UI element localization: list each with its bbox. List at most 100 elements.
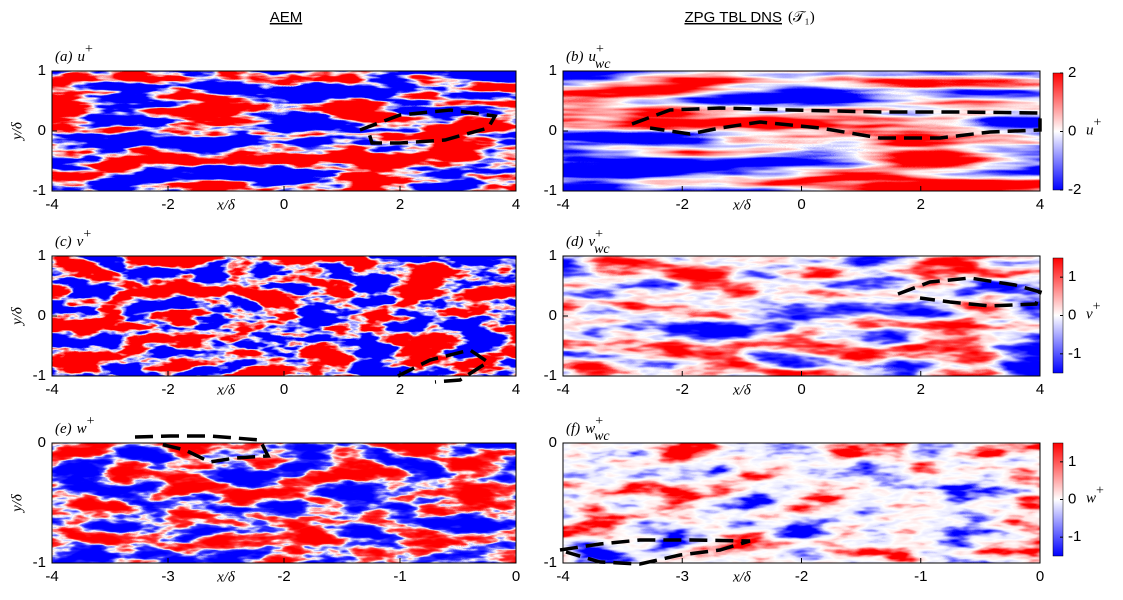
panel-symbol: v — [77, 234, 84, 250]
y-tick-label: 0 — [38, 307, 46, 324]
panel-sup: + — [87, 414, 95, 429]
x-axis-label: x/δ — [216, 382, 236, 398]
colorbar-tick-label: 0 — [1068, 122, 1076, 139]
y-tick-label: -1 — [544, 367, 557, 384]
x-tick-label: -4 — [556, 196, 569, 213]
dashed-outline — [631, 106, 1042, 140]
x-tick-label: 0 — [512, 568, 520, 585]
colorbar-label: v+ — [1086, 300, 1101, 323]
panel-symbol: w — [585, 421, 595, 437]
colorbar-symbol: u — [1086, 123, 1094, 139]
y-tick-label: 0 — [549, 307, 557, 324]
x-tick-label: 0 — [280, 196, 288, 213]
y-tick-label: 0 — [549, 122, 557, 139]
annotations — [134, 106, 1043, 566]
colorbar-sup: + — [1093, 300, 1101, 315]
x-tick-label: -4 — [556, 381, 569, 398]
colorbar-tick-label: -1 — [1068, 528, 1081, 545]
x-tick-label: 2 — [917, 381, 925, 398]
panel-label: (f) w+ wc — [566, 414, 610, 444]
colorbar-sup: + — [1096, 484, 1104, 499]
x-axis-label: x/δ — [732, 197, 752, 213]
x-axis-label: x/δ — [732, 382, 752, 398]
colorbar-tick-label: -2 — [1068, 181, 1081, 198]
panel-label: (c) v+ — [55, 227, 91, 250]
y-tick-label: -1 — [33, 554, 46, 571]
dashed-outline — [359, 108, 498, 145]
x-tick-label: 4 — [1036, 381, 1044, 398]
y-axis-label: y/δ — [9, 306, 25, 327]
panel-symbol: v — [589, 234, 596, 250]
field-image — [563, 443, 1040, 563]
x-tick-label: -2 — [676, 196, 689, 213]
dashed-outline — [397, 348, 492, 384]
panel-sub: wc — [595, 57, 611, 72]
panel-symbol: w — [77, 421, 87, 437]
x-tick-label: -1 — [914, 568, 927, 585]
y-axis-label: y/δ — [9, 493, 25, 514]
x-tick-label: 4 — [512, 196, 520, 213]
panel-label: (b) u+ wc — [566, 42, 611, 72]
panel-symbol: u — [589, 49, 597, 65]
y-tick-label: 1 — [38, 247, 46, 264]
panel-letter: (a) — [55, 49, 73, 65]
panel-letter: (c) — [55, 234, 72, 250]
x-tick-label: -2 — [795, 568, 808, 585]
x-tick-label: 2 — [917, 196, 925, 213]
x-axis-label: x/δ — [732, 569, 752, 585]
x-tick-label: -4 — [45, 381, 58, 398]
panel-sup: + — [595, 227, 603, 242]
x-tick-label: -4 — [45, 196, 58, 213]
colorbar-label: w+ — [1086, 484, 1104, 507]
colorbar-tick-label: 0 — [1068, 306, 1076, 323]
x-tick-label: 4 — [1036, 196, 1044, 213]
x-tick-label: -4 — [556, 568, 569, 585]
panel-sub: wc — [594, 242, 610, 257]
y-tick-label: 0 — [38, 434, 46, 451]
panel-label: (e) w+ — [55, 414, 95, 437]
y-axis-label: y/δ — [9, 121, 25, 142]
colorbar-label: u+ — [1086, 116, 1102, 139]
panel-sup: + — [85, 42, 93, 57]
dashed-outline — [134, 434, 271, 464]
field-image — [52, 443, 516, 563]
x-tick-label: 4 — [512, 381, 520, 398]
panel-label: (d) v+ wc — [566, 227, 610, 257]
panel-symbol: u — [78, 49, 86, 65]
field-image — [563, 71, 1040, 191]
column-title: AEM — [270, 9, 303, 26]
y-tick-label: 0 — [38, 122, 46, 139]
field-image — [52, 256, 516, 376]
column-title: ZPG TBL DNS — [684, 9, 782, 26]
dashed-outline — [897, 276, 1043, 308]
y-tick-label: -1 — [33, 182, 46, 199]
field-image — [563, 256, 1040, 376]
colorbar-tick-label: 1 — [1068, 453, 1076, 470]
panel-sup: + — [595, 414, 603, 429]
x-tick-label: 0 — [1036, 568, 1044, 585]
column-title-suffix: (𝒯₁) — [788, 9, 815, 25]
x-tick-label: -2 — [676, 381, 689, 398]
x-tick-label: -4 — [45, 568, 58, 585]
x-axis-label: x/δ — [216, 197, 236, 213]
colorbar-sup: + — [1094, 116, 1102, 131]
x-tick-label: -2 — [161, 381, 174, 398]
x-tick-label: 2 — [396, 196, 404, 213]
panel-letter: (f) — [566, 421, 580, 437]
y-tick-label: 1 — [549, 247, 557, 264]
x-tick-label: -3 — [161, 568, 174, 585]
panel-label: (a) u+ — [55, 42, 93, 65]
panel-sup: + — [83, 227, 91, 242]
field-image — [52, 71, 516, 191]
y-tick-label: 0 — [549, 434, 557, 451]
y-tick-label: -1 — [33, 367, 46, 384]
colorbar-tick-label: 2 — [1068, 64, 1076, 81]
x-tick-label: 0 — [797, 196, 805, 213]
y-tick-label: -1 — [544, 182, 557, 199]
colorbar-tick-label: 1 — [1068, 268, 1076, 285]
panel-letter: (e) — [55, 421, 72, 437]
colorbar-symbol: v — [1086, 307, 1093, 323]
panel-sup: + — [596, 42, 604, 57]
colorbar-symbol: w — [1086, 491, 1096, 507]
